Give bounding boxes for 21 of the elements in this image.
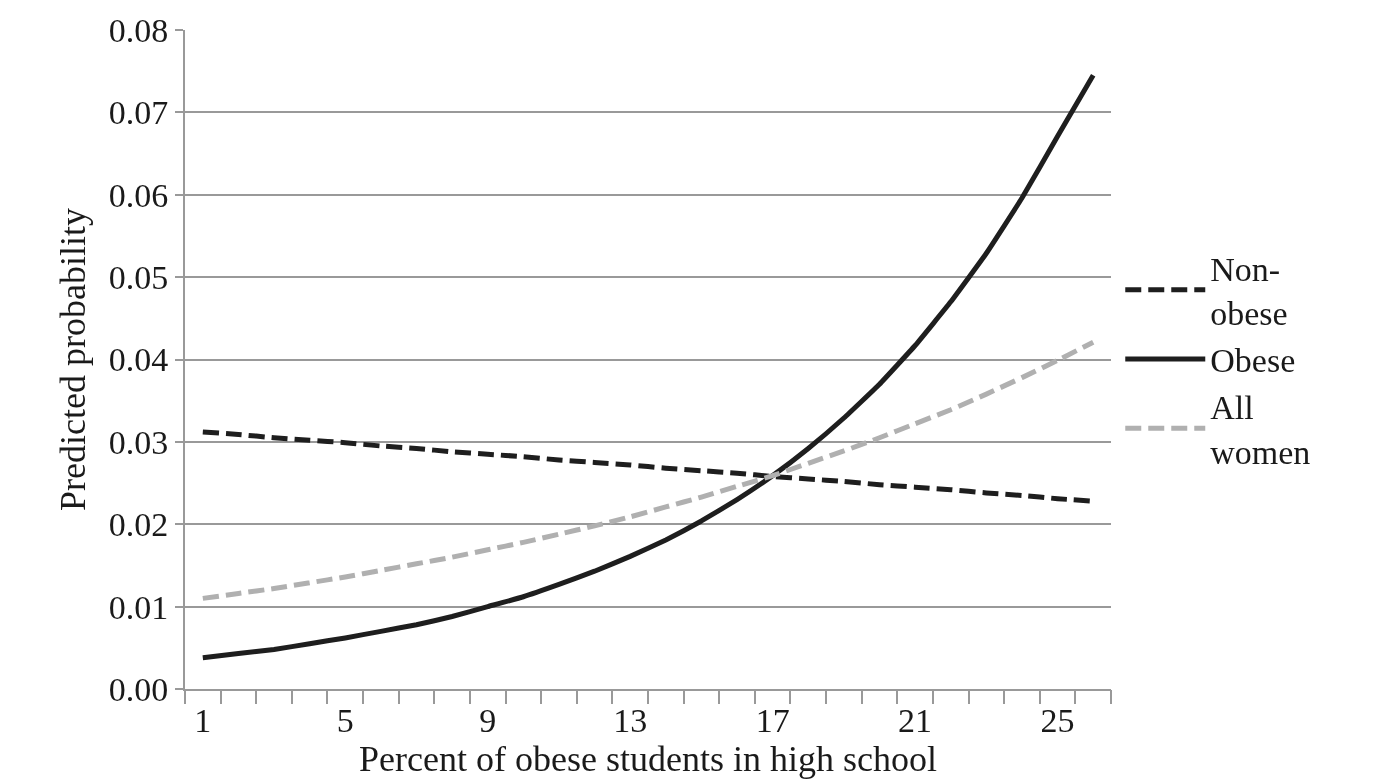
legend-label: Obese	[1210, 342, 1296, 380]
x-tick-label: 21	[898, 701, 933, 739]
legend-label: All women	[1210, 389, 1311, 471]
y-axis-title: Predicted probability	[53, 208, 94, 511]
y-tick-label: 0.00	[108, 670, 169, 708]
y-tick-label: 0.08	[108, 11, 169, 49]
x-tick-label: 5	[336, 701, 354, 739]
y-tick-label: 0.01	[108, 588, 169, 626]
legend-label: Non-obese	[1210, 250, 1288, 333]
x-tick-label: 13	[613, 701, 648, 739]
y-tick-label: 0.05	[108, 259, 169, 297]
y-tick-label: 0.04	[108, 341, 169, 379]
x-tick-label: 17	[755, 701, 790, 739]
x-axis-title: Percent of obese students in high school	[359, 738, 937, 779]
y-tick-label: 0.03	[108, 423, 169, 461]
y-tick-label: 0.06	[108, 176, 169, 214]
x-tick-label: 1	[194, 701, 212, 739]
x-tick-label: 9	[479, 701, 497, 739]
y-tick-label: 0.02	[108, 506, 169, 544]
y-tick-label: 0.07	[108, 94, 169, 132]
x-tick-label: 25	[1040, 701, 1075, 739]
